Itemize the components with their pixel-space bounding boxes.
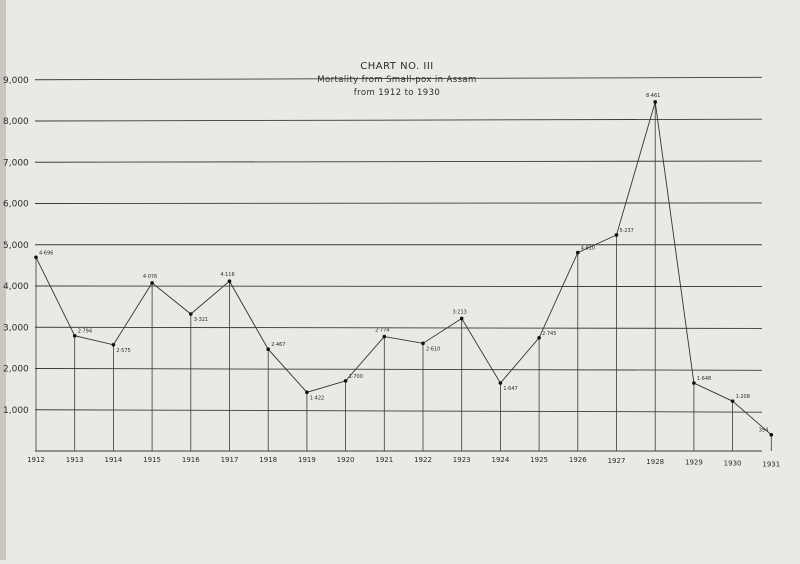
data-label: 1·648	[697, 376, 711, 382]
x-tick-label: 1930	[724, 460, 742, 468]
page-edge	[0, 0, 6, 560]
grid-line	[34, 409, 763, 413]
y-tick-label: 4,000	[3, 282, 29, 292]
x-tick-label: 1916	[182, 456, 200, 464]
x-tick-label: 1925	[530, 456, 548, 464]
data-label: 5·237	[620, 228, 634, 234]
data-point	[692, 381, 696, 385]
chart-subtitle-line1: Mortality from Small-pox in Assam	[317, 75, 476, 85]
y-tick-label: 3,000	[3, 323, 29, 333]
y-tick-label: 2,000	[3, 365, 29, 375]
x-tick-label: 1920	[337, 456, 355, 464]
x-tick-label: 1927	[608, 457, 626, 465]
grid-line	[34, 118, 763, 122]
data-label: 1·700	[349, 374, 363, 380]
grid-line	[34, 368, 763, 371]
series	[35, 101, 772, 436]
x-tick-label: 1919	[298, 456, 316, 464]
grid-line	[34, 202, 763, 204]
data-labels: 4·696 2·794 2·575 4·076 3·321 4·116 2·467 1·422…	[39, 93, 768, 434]
y-tick-label: 7,000	[3, 158, 29, 168]
y-tick-label: 9,000	[3, 76, 29, 86]
data-label: 3·213	[453, 309, 467, 315]
data-point	[769, 432, 774, 437]
y-tick-label: 6,000	[3, 200, 29, 210]
series-line	[35, 101, 772, 436]
y-tick-label: 1,000	[3, 406, 29, 416]
x-tick-label: 1928	[646, 458, 664, 466]
chart-title: CHART NO. III	[360, 61, 434, 72]
x-tick-label: 1918	[259, 456, 277, 464]
grid	[34, 76, 763, 452]
data-point	[343, 379, 348, 383]
data-label: 8·461	[646, 93, 660, 99]
data-label: 2·745	[542, 331, 556, 337]
x-tick-label: 1913	[66, 456, 84, 464]
x-tick-label: 1915	[143, 456, 161, 464]
grid-line	[34, 326, 763, 329]
data-label: 4·116	[220, 272, 234, 278]
data-label: 4·810	[581, 246, 595, 252]
data-label: 1·422	[310, 395, 324, 401]
data-label: 2·610	[426, 346, 440, 352]
data-label: 3·321	[194, 317, 208, 323]
data-label: 1·208	[736, 394, 750, 400]
y-axis-ticks: 1,000 2,000 3,000 4,000 5,000 6,000 7,000 8,000…	[3, 76, 29, 416]
grid-line	[34, 160, 763, 163]
x-tick-label: 1912	[27, 456, 45, 464]
data-point	[189, 312, 193, 316]
drop-lines	[35, 101, 772, 451]
data-point	[730, 399, 735, 403]
data-point	[576, 250, 580, 255]
x-axis-ticks: 1912 1913 1914 1915 1916 1917 1918 1919 1920 1921…	[27, 456, 780, 469]
x-tick-label: 1914	[104, 456, 122, 464]
data-point	[421, 341, 425, 346]
data-point	[111, 342, 116, 347]
data-point	[227, 279, 232, 284]
data-point	[459, 316, 464, 321]
data-point	[537, 335, 541, 340]
data-point	[498, 381, 503, 385]
data-point	[614, 233, 619, 237]
data-label: 4·696	[39, 250, 53, 256]
y-tick-label: 8,000	[3, 117, 29, 127]
data-label: 2·794	[78, 329, 92, 335]
data-label: 2·575	[116, 348, 130, 354]
grid-line	[34, 285, 763, 288]
grid-line	[34, 76, 763, 81]
data-points	[34, 100, 774, 437]
data-label: 1·647	[503, 386, 517, 392]
y-tick-label: 5,000	[3, 241, 29, 251]
x-tick-label: 1924	[491, 456, 509, 464]
data-point	[150, 281, 154, 285]
x-tick-label: 1917	[221, 456, 239, 464]
data-point	[653, 100, 657, 104]
data-label: 4·076	[143, 274, 157, 280]
x-tick-label: 1929	[685, 459, 703, 467]
data-point	[266, 347, 271, 352]
x-tick-label: 1921	[375, 456, 393, 464]
data-point	[34, 255, 38, 260]
data-point	[72, 333, 77, 338]
x-tick-label: 1922	[414, 456, 432, 464]
x-tick-label: 1931	[762, 461, 780, 469]
data-label: 2·467	[271, 342, 285, 348]
data-point	[382, 334, 387, 339]
data-label: 2·774	[375, 328, 389, 334]
data-point	[305, 390, 309, 395]
x-tick-label: 1926	[569, 456, 587, 464]
chart-subtitle-line2: from 1912 to 1930	[354, 88, 440, 98]
x-tick-label: 1923	[453, 456, 471, 464]
data-label: 394	[759, 428, 769, 434]
